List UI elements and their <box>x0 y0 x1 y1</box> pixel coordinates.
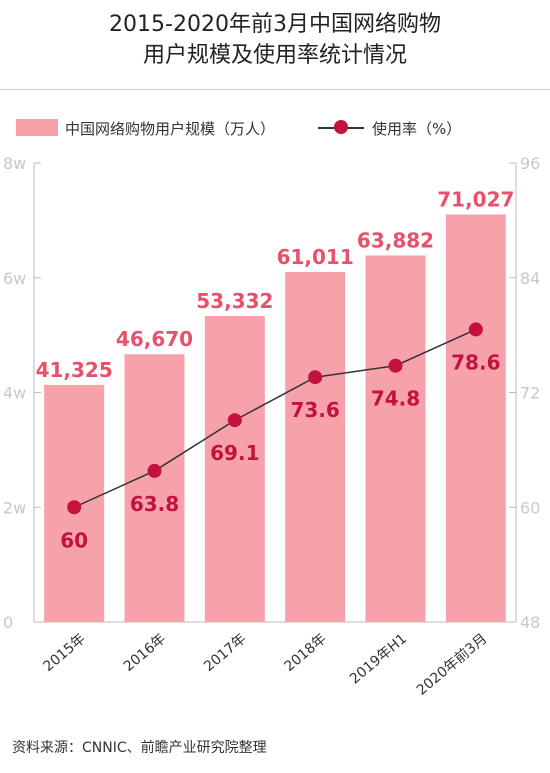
left-axis-tick-label: 2w <box>3 498 26 517</box>
rate-value-label: 78.6 <box>451 350 500 374</box>
rate-line <box>73 328 477 508</box>
right-axis-tick-label: 48 <box>520 613 540 632</box>
x-axis-tick-label: 2020年前3月 <box>413 630 490 699</box>
right-axis-tick-label: 96 <box>520 154 540 173</box>
rate-value-label: 73.6 <box>290 398 339 422</box>
rate-marker <box>308 370 323 385</box>
x-axis-tick-label: 2019年H1 <box>347 631 410 688</box>
bar <box>445 214 506 622</box>
left-axis-tick-label: 8w <box>3 154 26 173</box>
legend-marker-swatch <box>334 120 348 134</box>
x-axis-tick-label: 2017年 <box>201 631 249 675</box>
rate-value-label: 60 <box>60 528 88 552</box>
left-axis-tick-label: 4w <box>3 384 26 403</box>
bar <box>124 354 185 622</box>
legend-bar-swatch <box>16 119 58 136</box>
chart-title-line2: 用户规模及使用率统计情况 <box>142 43 407 68</box>
rate-marker <box>67 500 82 515</box>
legend-line-label: 使用率（%） <box>372 120 462 138</box>
bar-value-label: 71,027 <box>437 187 514 211</box>
bar <box>285 271 346 622</box>
rate-value-label: 69.1 <box>210 441 259 465</box>
bar <box>365 255 426 622</box>
bar <box>204 316 265 622</box>
x-axis-tick-label: 2016年 <box>121 631 169 675</box>
x-axis-tick-label: 2015年 <box>40 631 88 675</box>
rate-marker <box>147 463 162 478</box>
right-axis-tick-label: 60 <box>520 498 540 517</box>
title-divider <box>0 89 550 90</box>
bar-value-label: 61,011 <box>277 245 354 269</box>
right-axis-tick-label: 84 <box>520 269 540 288</box>
left-axis-tick-label: 0 <box>3 613 13 632</box>
rate-marker <box>227 413 242 428</box>
source-note: 资料来源：CNNIC、前瞻产业研究院整理 <box>12 740 267 756</box>
legend-bar-label: 中国网络购物用户规模（万人） <box>65 120 276 138</box>
x-axis-tick-label: 2018年 <box>281 631 329 675</box>
rate-value-label: 74.8 <box>371 387 420 411</box>
rate-value-label: 63.8 <box>130 492 179 516</box>
rate-marker <box>388 358 403 373</box>
chart-title-line1: 2015-2020年前3月中国网络购物 <box>109 12 441 37</box>
rate-marker <box>468 322 483 337</box>
bar-value-label: 41,325 <box>36 358 113 382</box>
left-axis-tick-label: 6w <box>3 269 26 288</box>
right-axis-tick-label: 72 <box>520 384 540 403</box>
bar-value-label: 46,670 <box>116 327 193 351</box>
bar-value-label: 53,332 <box>196 289 273 313</box>
bar-value-label: 63,882 <box>357 228 434 252</box>
